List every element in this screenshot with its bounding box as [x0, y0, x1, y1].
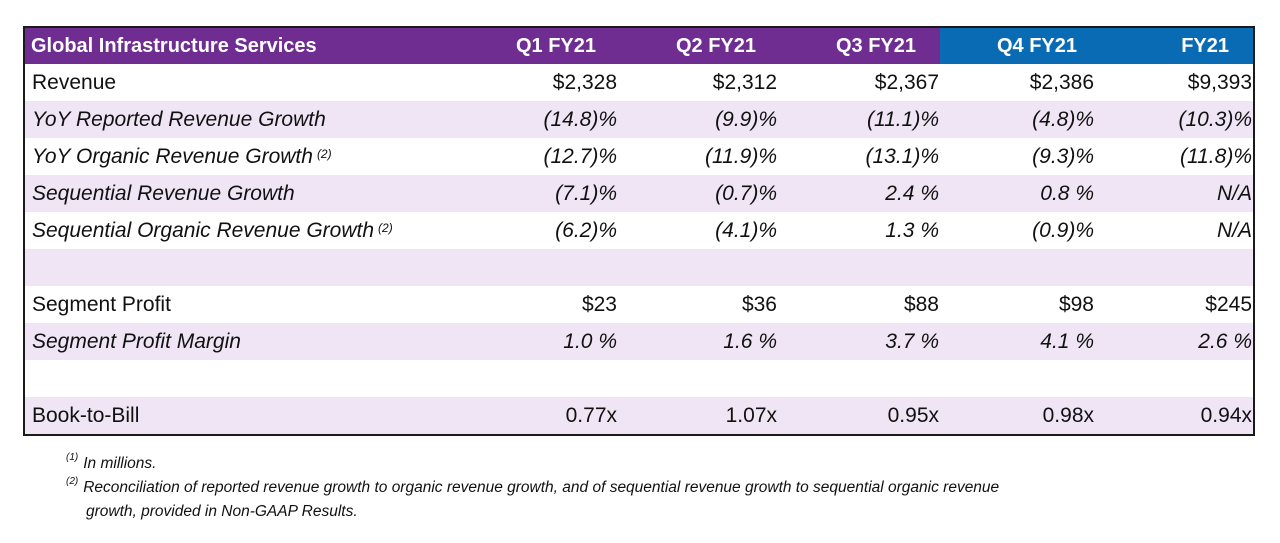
- cell-q2: (9.9)%: [715, 107, 777, 131]
- cell-q4: $2,386: [1029, 70, 1094, 94]
- cell-q3: 2.4 %: [885, 181, 939, 205]
- row-label: YoY Reported Revenue Growth: [32, 101, 326, 138]
- cell-q1: (14.8)%: [543, 107, 617, 131]
- table-row: Sequential Revenue Growth (7.1)% (0.7)% 2.4…: [25, 175, 1253, 212]
- cell-q1: 1.0 %: [563, 329, 617, 353]
- cell-q3: 0.95x: [887, 403, 939, 427]
- table-header-row: Global Infrastructure Services Q1 FY21 Q…: [25, 28, 1253, 64]
- cell-q4: 4.1 %: [1040, 329, 1094, 353]
- row-label: YoY Organic Revenue Growth (2): [32, 144, 332, 168]
- footnote-2-continuation: growth, provided in Non-GAAP Results.: [86, 503, 358, 520]
- cell-q2: $36: [741, 292, 777, 316]
- column-header-q3: Q3 FY21: [835, 34, 916, 57]
- cell-fy: N/A: [1216, 218, 1252, 242]
- cell-q3: 3.7 %: [885, 329, 939, 353]
- cell-q1: (12.7)%: [543, 144, 617, 168]
- row-label: Revenue: [32, 64, 116, 101]
- cell-q2: (0.7)%: [715, 181, 777, 205]
- cell-fy: $245: [1205, 292, 1252, 316]
- cell-q2: 1.6 %: [723, 329, 777, 353]
- column-header-q2: Q2 FY21: [675, 34, 756, 57]
- cell-fy: 0.94x: [1200, 403, 1252, 427]
- cell-q2: (4.1)%: [715, 218, 777, 242]
- cell-q4: (4.8)%: [1032, 107, 1094, 131]
- table-spacer-row: [25, 360, 1253, 397]
- row-label-text: YoY Reported Revenue Growth: [32, 107, 326, 131]
- row-label: Segment Profit: [32, 286, 171, 323]
- cell-q1: (6.2)%: [555, 218, 617, 242]
- cell-q2: 1.07x: [725, 403, 777, 427]
- table-row: Revenue $2,328 $2,312 $2,367 $2,386 $9,393: [25, 64, 1253, 101]
- cell-q4: 0.98x: [1042, 403, 1094, 427]
- footnote-text: In millions.: [83, 455, 157, 472]
- cell-fy: (11.8)%: [1180, 144, 1252, 168]
- cell-q2: (11.9)%: [705, 144, 777, 168]
- cell-fy: (10.3)%: [1178, 107, 1252, 131]
- column-header-q4: Q4 FY21: [996, 34, 1077, 57]
- segment-results-table: Global Infrastructure Services Q1 FY21 Q…: [23, 26, 1255, 436]
- cell-q4: (9.3)%: [1032, 144, 1094, 168]
- cell-q3: $2,367: [874, 70, 939, 94]
- cell-fy: N/A: [1216, 181, 1252, 205]
- cell-q1: $2,328: [552, 70, 617, 94]
- row-label: Segment Profit Margin: [32, 323, 241, 360]
- cell-q4: (0.9)%: [1032, 218, 1094, 242]
- table-row: Sequential Organic Revenue Growth (2) (6.2…: [25, 212, 1253, 249]
- cell-q4: 0.8 %: [1040, 181, 1094, 205]
- cell-q3: $88: [903, 292, 939, 316]
- table-row: YoY Organic Revenue Growth (2) (12.7)% (11.…: [25, 138, 1253, 175]
- cell-fy: 2.6 %: [1198, 329, 1252, 353]
- cell-q1: $23: [581, 292, 617, 316]
- row-label-text: Segment Profit: [32, 292, 171, 316]
- cell-q1: 0.77x: [565, 403, 617, 427]
- footnotes: (1) In millions. (2) Reconciliation of rep…: [66, 452, 999, 524]
- cell-q3: (11.1)%: [867, 107, 939, 131]
- cell-fy: $9,393: [1187, 70, 1252, 94]
- row-label-text: YoY Organic Revenue Growth: [32, 144, 313, 168]
- header-highlight-q4-fy21: [940, 28, 1253, 64]
- row-label: Book-to-Bill: [32, 397, 139, 434]
- row-label-text: Segment Profit Margin: [32, 329, 241, 353]
- table-spacer-row: [25, 249, 1253, 286]
- table-row: YoY Reported Revenue Growth (14.8)% (9.9)%…: [25, 101, 1253, 138]
- footnote-text: Reconciliation of reported revenue growt…: [83, 479, 1000, 496]
- table-row: Book-to-Bill 0.77x 1.07x 0.95x 0.98x 0.94x: [25, 397, 1253, 434]
- column-header-q1: Q1 FY21: [515, 34, 596, 57]
- table-body: Revenue $2,328 $2,312 $2,367 $2,386 $9,393 YoY…: [25, 64, 1253, 434]
- row-label-text: Book-to-Bill: [32, 403, 140, 427]
- footnote-1: (1) In millions.: [66, 452, 999, 476]
- table-row: Segment Profit Margin 1.0 % 1.6 % 3.7 % 4.1 …: [25, 323, 1253, 360]
- footnote-marker: (2): [66, 475, 79, 487]
- cell-q1: (7.1)%: [555, 181, 617, 205]
- cell-q2: $2,312: [712, 70, 777, 94]
- row-label: Sequential Organic Revenue Growth (2): [32, 218, 393, 242]
- row-label-text: Sequential Revenue Growth: [32, 181, 295, 205]
- cell-q3: (13.1)%: [865, 144, 939, 168]
- row-label-text: Sequential Organic Revenue Growth: [32, 218, 375, 242]
- row-label: Sequential Revenue Growth: [32, 175, 295, 212]
- footnote-marker: (1): [66, 451, 79, 463]
- table-title: Global Infrastructure Services: [31, 34, 317, 57]
- cell-q3: 1.3 %: [885, 218, 939, 242]
- column-header-fy: FY21: [1181, 34, 1229, 57]
- row-label-text: Revenue: [32, 70, 117, 94]
- table-row: Segment Profit $23 $36 $88 $98 $245: [25, 286, 1253, 323]
- footnote-2: (2) Reconciliation of reported revenue gr…: [66, 476, 999, 500]
- cell-q4: $98: [1058, 292, 1094, 316]
